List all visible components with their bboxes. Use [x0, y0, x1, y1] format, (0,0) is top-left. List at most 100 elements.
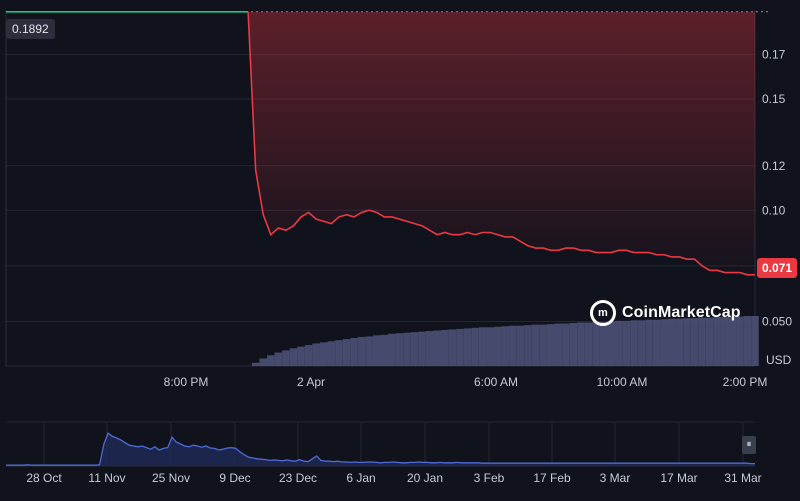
volume-bar [418, 331, 426, 366]
pause-button[interactable]: ⏸ [742, 436, 756, 454]
volume-bar [554, 323, 563, 366]
mini-x-tick-label: 11 Nov [88, 471, 125, 485]
volume-bar [592, 321, 600, 366]
y-tick-label: 0.17 [762, 48, 786, 62]
volume-bar [403, 332, 411, 366]
x-tick-label: 10:00 AM [597, 375, 648, 389]
mini-x-tick-label: 6 Jan [346, 471, 375, 485]
volume-bar [463, 328, 472, 366]
x-tick-label: 8:00 PM [164, 375, 209, 389]
volume-bar [433, 330, 442, 366]
volume-bar [297, 346, 305, 366]
volume-bar [478, 327, 487, 366]
mini-x-tick-label: 31 Mar [724, 471, 761, 485]
volume-bar [562, 323, 570, 366]
volume-bar [493, 326, 502, 366]
mini-x-tick-label: 9 Dec [219, 471, 250, 485]
watermark-text: CoinMarketCap [622, 304, 741, 321]
volume-bar [350, 338, 358, 366]
volume-bar [675, 318, 684, 366]
volume-bar [630, 320, 638, 366]
volume-bar [456, 328, 464, 366]
mini-x-tick-label: 3 Mar [600, 471, 631, 485]
volume-bar [667, 318, 676, 366]
price-area-fill [248, 11, 755, 275]
volume-bar [683, 318, 691, 366]
mini-x-tick-label: 23 Dec [279, 471, 317, 485]
volume-bar [342, 339, 351, 366]
x-tick-label: 6:00 AM [474, 375, 518, 389]
volume-bar [698, 317, 706, 366]
mini-line [6, 432, 755, 466]
volume-bar [274, 352, 283, 366]
volume-bar [599, 321, 608, 366]
volume-bar [743, 316, 752, 366]
unit-label: USD [766, 353, 792, 367]
volume-bar [380, 334, 389, 366]
volume-bar [410, 332, 419, 366]
range-navigator-chart[interactable]: 28 Oct 11 Nov 25 Nov 9 Dec 23 Dec 6 Jan 20 Jan… [0, 420, 800, 501]
volume-bar [584, 322, 593, 366]
volume-bar [327, 341, 336, 366]
volume-bar [660, 319, 668, 366]
volume-bar [569, 322, 578, 366]
volume-bar [312, 343, 320, 366]
volume-bar [448, 329, 457, 366]
volume-bar [251, 362, 260, 366]
price-line-down [247, 11, 755, 276]
mini-x-tick-label: 17 Mar [660, 471, 697, 485]
mini-x-tick-label: 17 Feb [533, 471, 571, 485]
volume-bar [282, 350, 290, 366]
mini-x-tick-label: 28 Oct [26, 471, 62, 485]
volume-bar [713, 317, 721, 366]
volume-bar [267, 355, 275, 366]
volume-bar [372, 335, 381, 366]
volume-bar [652, 319, 661, 366]
y-tick-label: 0.10 [762, 203, 786, 217]
volume-bar [637, 320, 646, 366]
volume-bar [690, 318, 699, 366]
volume-bar [531, 324, 540, 366]
volume-bar [486, 327, 494, 366]
volume-bar [607, 321, 616, 366]
volume-bar [736, 316, 744, 366]
volume-bar [357, 336, 366, 366]
volume-bar [395, 333, 404, 366]
volume-bar [645, 319, 653, 366]
last-price-badge: 0.071 [757, 258, 798, 278]
volume-bar [289, 348, 298, 366]
volume-bar [539, 324, 547, 366]
y-tick-label: 0.12 [762, 159, 786, 173]
open-price-badge: 0.1892 [6, 19, 55, 39]
volume-bar [471, 327, 479, 366]
mini-area-fill [6, 433, 755, 466]
x-tick-label: 2:00 PM [723, 375, 768, 389]
volume-bar [705, 317, 714, 366]
mini-x-tick-label: 25 Nov [152, 471, 190, 485]
volume-bar [509, 325, 517, 366]
volume-bar [577, 322, 585, 366]
mini-x-tick-label: 20 Jan [407, 471, 443, 485]
coinmarketcap-logo-icon: m [590, 300, 616, 326]
volume-bar [546, 324, 555, 366]
volume-bar [388, 333, 396, 366]
volume-bar [365, 336, 373, 366]
volume-bar [425, 331, 434, 366]
volume-bar [615, 320, 623, 366]
volume-bar [319, 342, 328, 366]
x-tick-label: 2 Apr [297, 375, 325, 389]
volume-bar [622, 320, 631, 366]
price-chart[interactable]: 0.17 0.15 0.12 0.10 0.050 USD 8:00 PM 2 Apr 6:00… [0, 0, 800, 400]
volume-bar [516, 325, 525, 366]
volume-bar [751, 316, 759, 366]
volume-bar [524, 325, 532, 366]
volume-bar [335, 340, 343, 366]
mini-x-tick-label: 3 Feb [474, 471, 505, 485]
volume-bar [304, 345, 313, 366]
volume-bar [441, 329, 449, 366]
volume-bar [259, 358, 268, 366]
coinmarketcap-watermark: m CoinMarketCap [590, 300, 741, 326]
volume-bar [501, 326, 510, 366]
volume-bar [728, 316, 737, 366]
y-tick-label: 0.050 [762, 315, 792, 329]
